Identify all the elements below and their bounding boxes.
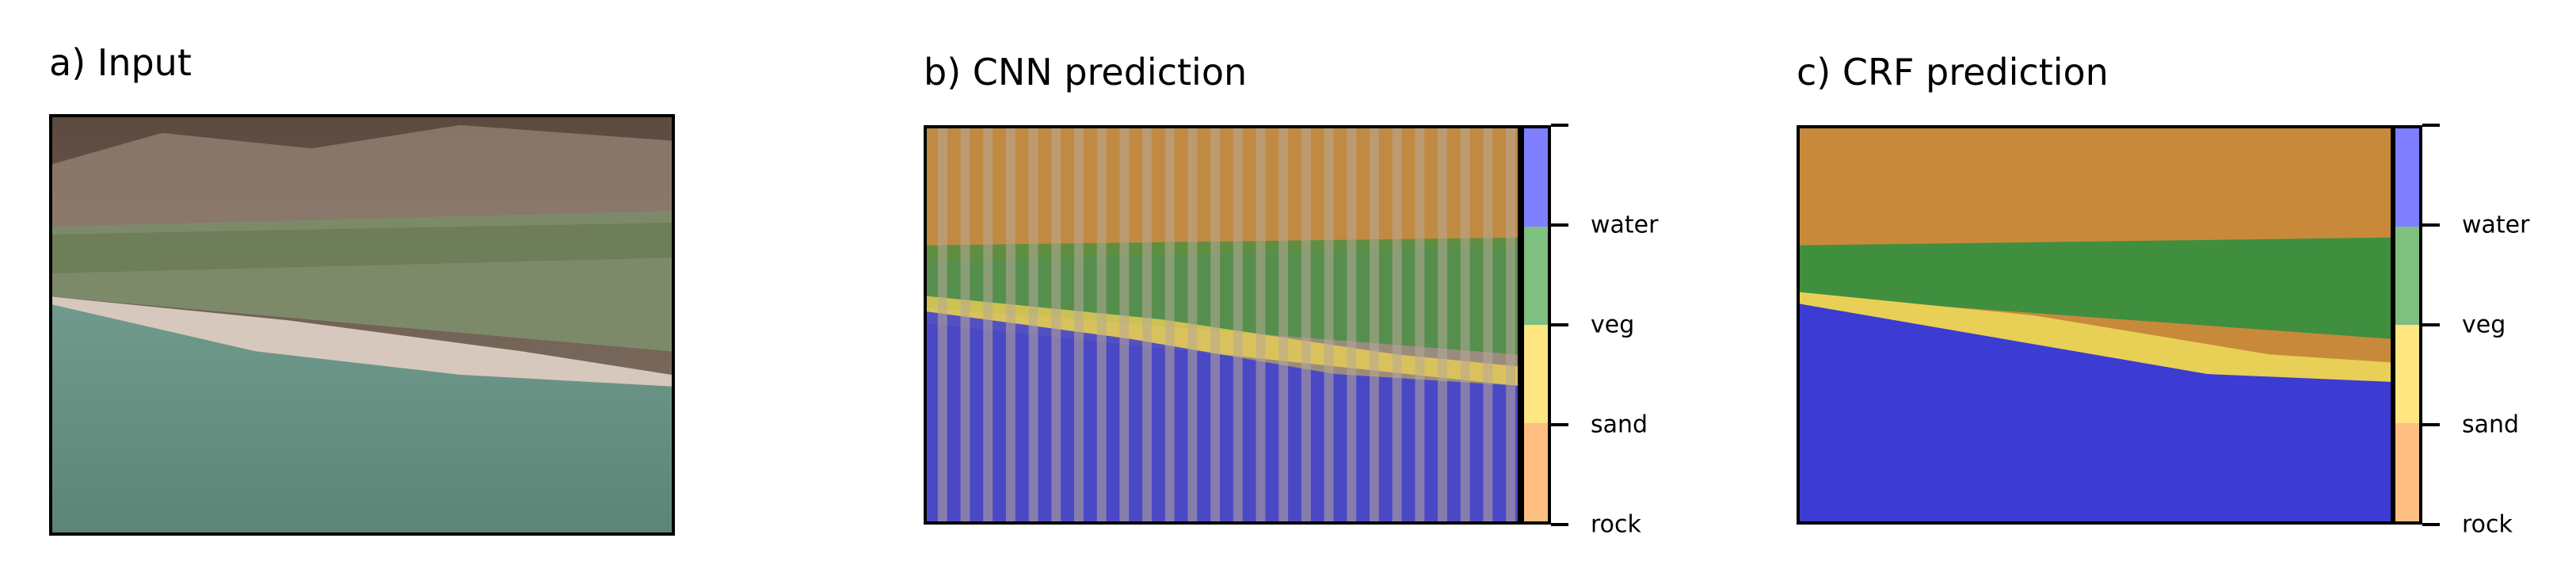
cnn-colorbar — [1521, 125, 1551, 525]
cnn-stripe — [1005, 128, 1016, 521]
cnn-colorbar-rock — [1524, 423, 1548, 521]
crf-tick-label-water: water — [2462, 211, 2530, 239]
input-photo — [49, 114, 675, 536]
cnn-stripe — [1051, 128, 1061, 521]
cnn-colorbar-sand — [1524, 325, 1548, 423]
cnn-colorbar-tick — [1551, 223, 1568, 227]
cnn-colorbar-tick — [1551, 523, 1568, 526]
crf-colorbar-tick — [2422, 124, 2440, 127]
cnn-stripe — [1028, 128, 1038, 521]
crf-tick-label-sand: sand — [2462, 410, 2520, 439]
cnn-stripe — [1096, 128, 1107, 521]
cnn-stripe — [1142, 128, 1152, 521]
crf-colorbar — [2392, 125, 2422, 525]
crf-colorbar-tick — [2422, 323, 2440, 326]
cnn-stripe — [1301, 128, 1311, 521]
cnn-stripe — [1392, 128, 1402, 521]
cnn-stripe — [937, 128, 947, 521]
crf-colorbar-water — [2395, 128, 2419, 227]
cnn-stripe — [1370, 128, 1379, 521]
cnn-colorbar-water — [1524, 128, 1548, 227]
cnn-colorbar-veg — [1524, 227, 1548, 325]
cnn-colorbar-tick — [1551, 423, 1568, 426]
crf-colorbar-tick — [2422, 523, 2440, 526]
cnn-colorbar-tick — [1551, 124, 1568, 127]
cnn-stripe — [1438, 128, 1447, 521]
crf-colorbar-tick — [2422, 223, 2440, 227]
cnn-stripe — [1233, 128, 1243, 521]
cnn-stripe — [1415, 128, 1425, 521]
cnn-stripe — [1187, 128, 1198, 521]
cnn-tick-label-water: water — [1591, 211, 1659, 239]
cnn-tick-label-veg: veg — [1591, 311, 1635, 339]
crf-colorbar-veg — [2395, 227, 2419, 325]
crf-colorbar-rock — [2395, 423, 2419, 521]
cnn-stripe — [1164, 128, 1175, 521]
cnn-prediction-map — [924, 125, 1521, 525]
crf-colorbar-sand — [2395, 325, 2419, 423]
cnn-stripe — [1256, 128, 1266, 521]
cnn-colorbar-tick — [1551, 323, 1568, 326]
cnn-stripe — [1506, 128, 1516, 521]
cnn-stripe — [1278, 128, 1289, 521]
crf-prediction-map — [1797, 125, 2394, 525]
cnn-stripe — [983, 128, 993, 521]
crf-sand-region — [1800, 292, 2391, 386]
cnn-stripe — [1347, 128, 1357, 521]
cnn-tick-label-sand: sand — [1591, 410, 1648, 439]
cnn-stripe — [1119, 128, 1130, 521]
cnn-stripe — [1324, 128, 1334, 521]
crf-tick-label-rock: rock — [2462, 510, 2513, 539]
crf-tick-label-veg: veg — [2462, 311, 2506, 339]
panel-c-title: c) CRF prediction — [1797, 51, 2109, 94]
panel-a-title: a) Input — [49, 41, 192, 84]
cnn-stripe — [1483, 128, 1493, 521]
crf-colorbar-tick — [2422, 423, 2440, 426]
cnn-stripe — [1460, 128, 1470, 521]
cnn-stripe — [1074, 128, 1084, 521]
crf-water-region — [1800, 303, 2391, 521]
crf-veg-region — [1800, 237, 2391, 339]
cnn-stripe — [1210, 128, 1221, 521]
cnn-stripe — [960, 128, 970, 521]
panel-b-title: b) CNN prediction — [924, 51, 1248, 94]
cnn-tick-label-rock: rock — [1591, 510, 1641, 539]
